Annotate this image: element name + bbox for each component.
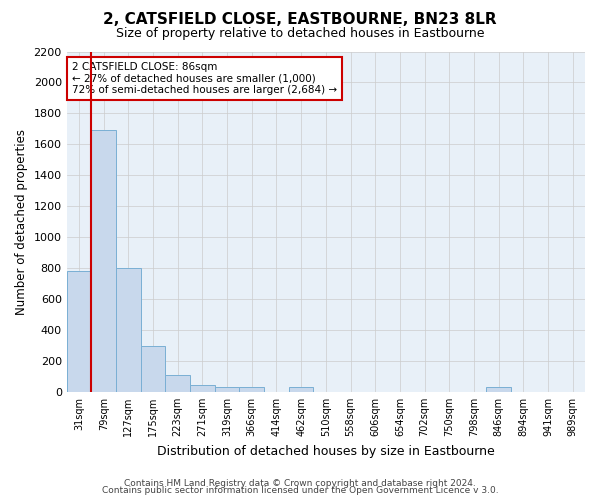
Bar — [190, 385, 215, 392]
Text: Size of property relative to detached houses in Eastbourne: Size of property relative to detached ho… — [116, 28, 484, 40]
Bar — [239, 386, 264, 392]
Bar — [67, 271, 91, 392]
Text: Contains public sector information licensed under the Open Government Licence v : Contains public sector information licen… — [101, 486, 499, 495]
Text: Contains HM Land Registry data © Crown copyright and database right 2024.: Contains HM Land Registry data © Crown c… — [124, 478, 476, 488]
Bar — [215, 386, 239, 392]
Bar — [91, 130, 116, 392]
Bar — [166, 375, 190, 392]
X-axis label: Distribution of detached houses by size in Eastbourne: Distribution of detached houses by size … — [157, 444, 495, 458]
Bar — [116, 268, 141, 392]
Bar — [486, 386, 511, 392]
Bar — [289, 386, 313, 392]
Text: 2, CATSFIELD CLOSE, EASTBOURNE, BN23 8LR: 2, CATSFIELD CLOSE, EASTBOURNE, BN23 8LR — [103, 12, 497, 28]
Text: 2 CATSFIELD CLOSE: 86sqm
← 27% of detached houses are smaller (1,000)
72% of sem: 2 CATSFIELD CLOSE: 86sqm ← 27% of detach… — [72, 62, 337, 95]
Bar — [141, 346, 166, 392]
Y-axis label: Number of detached properties: Number of detached properties — [15, 128, 28, 314]
